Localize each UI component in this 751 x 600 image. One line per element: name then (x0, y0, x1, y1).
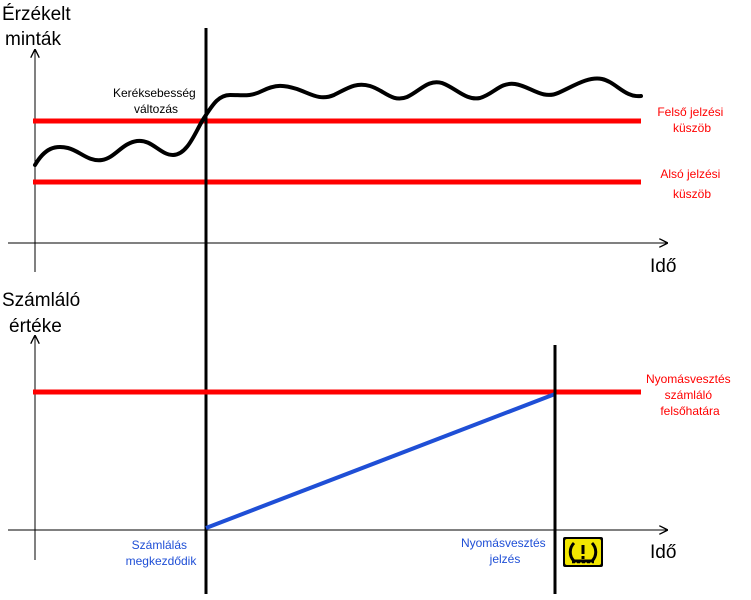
wheel-speed-signal (33, 76, 643, 167)
pressure-loss-warning-label: Nyomásvesztés jelzés (461, 536, 549, 566)
counting-start-label: Számlálás megkezdődik (126, 538, 198, 568)
top-y-axis-label: Érzékelt minták (2, 4, 76, 50)
lower-threshold-label: Alsó jelzési küszöb (660, 167, 723, 201)
top-x-axis-label: Idő (650, 256, 676, 277)
tire-pressure-warning-icon (563, 537, 603, 567)
wheel-speed-change-label: Keréksebesség változás (113, 86, 199, 116)
upper-threshold-label: Felső jelzési küszöb (657, 105, 726, 135)
counter-limit-label: Nyomásvesztés számláló felsőhatára (646, 372, 734, 418)
bottom-x-axis-label: Idő (650, 542, 676, 563)
counter-ramp-line (205, 392, 556, 530)
bottom-y-axis-label: Számláló értéke (2, 290, 85, 337)
